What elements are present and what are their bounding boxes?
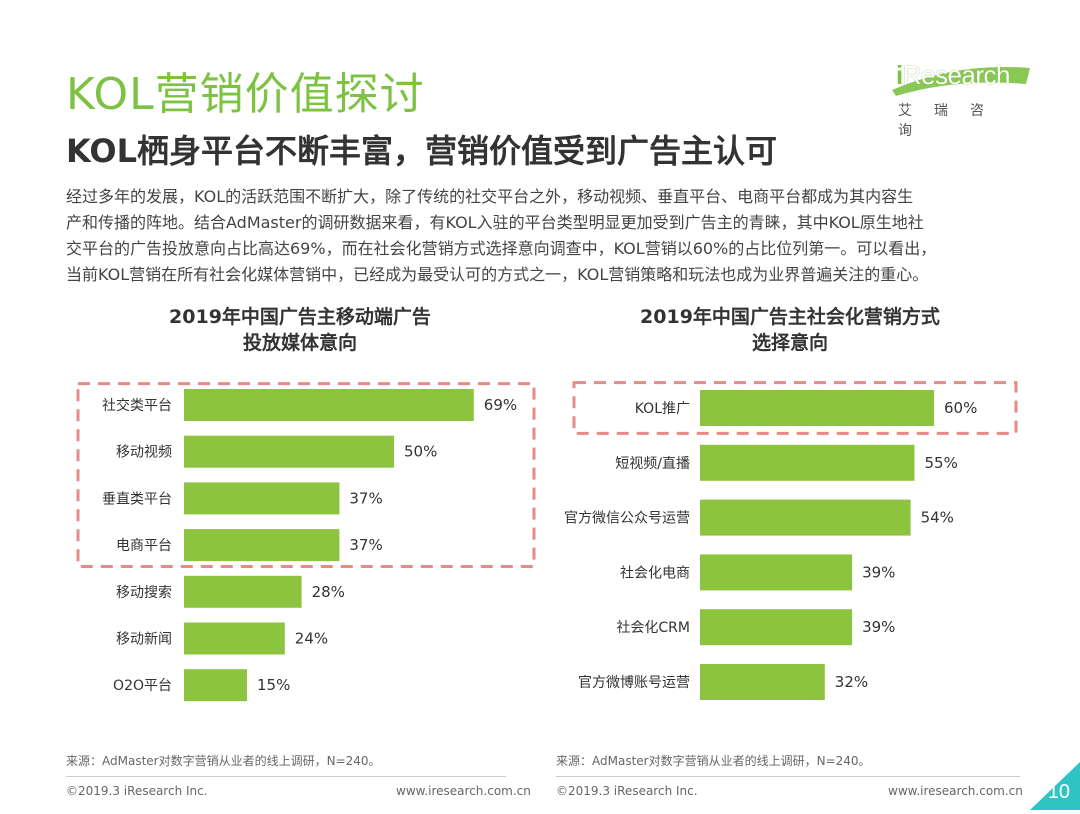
page-corner bbox=[1030, 762, 1080, 810]
bar bbox=[184, 435, 394, 468]
category-label: KOL推广 bbox=[635, 401, 690, 417]
value-label: 37% bbox=[349, 489, 382, 507]
footer-copyright-right: ©2019.3 iResearch Inc. bbox=[556, 784, 698, 798]
category-label: 垂直类平台 bbox=[102, 490, 172, 507]
right-bar-chart: KOL推广 60% 短视频/直播 55% 官方微信公众号运营 54% 社会化电商 39% 社会化… bbox=[564, 381, 1018, 700]
paragraph-line: 当前KOL营销在所有社会化媒体营销中，已经成为最受认可的方式之一，KOL营销策略… bbox=[66, 265, 929, 284]
logo-i: i bbox=[896, 60, 903, 90]
paragraph-line: 产和传播的阵地。结合AdMaster的调研数据来看，有KOL入驻的平台类型明显更… bbox=[66, 213, 924, 232]
footer-copyright-left: ©2019.3 iResearch Inc. bbox=[66, 784, 208, 798]
paragraph-line: 交平台的广告投放意向占比高达69%，而在社会化营销方式选择意向调查中，KOL营销… bbox=[66, 239, 937, 258]
value-label: 54% bbox=[921, 509, 954, 527]
footer-divider-right bbox=[556, 776, 1020, 777]
bar bbox=[700, 390, 934, 426]
category-label: 移动视频 bbox=[116, 445, 172, 461]
bar bbox=[700, 609, 853, 646]
value-label: 24% bbox=[295, 630, 328, 648]
paragraph-line: 经过多年的发展，KOL的活跃范围不断扩大，除了传统的社交平台之外，移动视频、垂直… bbox=[66, 187, 914, 206]
page-title: KOL营销价值探讨 bbox=[66, 69, 425, 120]
left-chart-source: 来源：AdMaster对数字营销从业者的线上调研，N=240。 bbox=[66, 754, 381, 768]
category-label: 社交类平台 bbox=[102, 397, 172, 414]
left-bar-chart: 社交类平台 69% 移动视频 50% 垂直类平台 37% 电商平台 37% 移动搜索 28% 移动新… bbox=[76, 382, 536, 702]
value-label: 55% bbox=[925, 454, 958, 472]
logo-swoosh-icon bbox=[892, 66, 1030, 96]
page-number: 10 bbox=[1047, 781, 1070, 803]
bar bbox=[184, 529, 340, 562]
value-label: 32% bbox=[835, 673, 868, 691]
right-chart-title-line2: 选择意向 bbox=[751, 332, 828, 354]
footer-url-left: www.iresearch.com.cn bbox=[396, 784, 531, 798]
right-chart-title-line1: 2019年中国广告主社会化营销方式 bbox=[640, 306, 940, 328]
bar bbox=[184, 389, 474, 421]
value-label: 39% bbox=[862, 618, 895, 636]
category-label: 移动新闻 bbox=[116, 632, 172, 648]
footer-divider-left bbox=[66, 776, 506, 777]
value-label: 69% bbox=[484, 396, 517, 414]
value-label: 37% bbox=[349, 536, 382, 554]
right-chart-title: 2019年中国广告主社会化营销方式 选择意向 bbox=[590, 304, 990, 356]
category-label: 官方微博账号运营 bbox=[578, 674, 690, 691]
page-subtitle: KOL栖身平台不断丰富，营销价值受到广告主认可 bbox=[66, 132, 777, 170]
bar bbox=[700, 499, 911, 536]
value-label: 39% bbox=[862, 563, 895, 581]
bar bbox=[700, 444, 915, 481]
category-label: 社会化电商 bbox=[620, 565, 690, 581]
value-label: 15% bbox=[257, 676, 290, 694]
category-label: 电商平台 bbox=[116, 538, 172, 554]
logo-research: Research bbox=[902, 60, 1011, 90]
bar bbox=[184, 482, 340, 515]
logo-wordmark: iResearch bbox=[896, 60, 1011, 91]
left-chart-title-line1: 2019年中国广告主移动端广告 bbox=[169, 306, 431, 328]
highlight-box bbox=[76, 382, 536, 568]
highlight-box bbox=[572, 381, 1018, 435]
bar bbox=[184, 622, 285, 655]
bar bbox=[700, 664, 825, 700]
right-chart-source: 来源：AdMaster对数字营销从业者的线上调研，N=240。 bbox=[556, 754, 871, 768]
value-label: 50% bbox=[404, 443, 437, 461]
category-label: 官方微信公众号运营 bbox=[564, 511, 690, 527]
bar bbox=[700, 554, 853, 591]
category-label: O2O平台 bbox=[113, 678, 172, 694]
category-label: 社会化CRM bbox=[616, 620, 690, 636]
bar bbox=[184, 575, 302, 608]
page-corner-triangle-icon bbox=[1030, 762, 1080, 810]
logo-cn-name: 艾瑞咨询 bbox=[898, 103, 1006, 139]
value-label: 60% bbox=[944, 399, 977, 417]
iresearch-logo: iResearch 艾瑞咨询 bbox=[886, 56, 1036, 139]
category-label: 短视频/直播 bbox=[615, 455, 690, 472]
footer-url-right: www.iresearch.com.cn bbox=[888, 784, 1023, 798]
value-label: 28% bbox=[312, 583, 345, 601]
category-label: 移动搜索 bbox=[116, 584, 172, 601]
bar bbox=[184, 669, 247, 702]
left-chart-title: 2019年中国广告主移动端广告 投放媒体意向 bbox=[100, 304, 500, 356]
left-chart-title-line2: 投放媒体意向 bbox=[242, 332, 357, 354]
intro-paragraph: 经过多年的发展，KOL的活跃范围不断扩大，除了传统的社交平台之外，移动视频、垂直… bbox=[66, 184, 1034, 288]
